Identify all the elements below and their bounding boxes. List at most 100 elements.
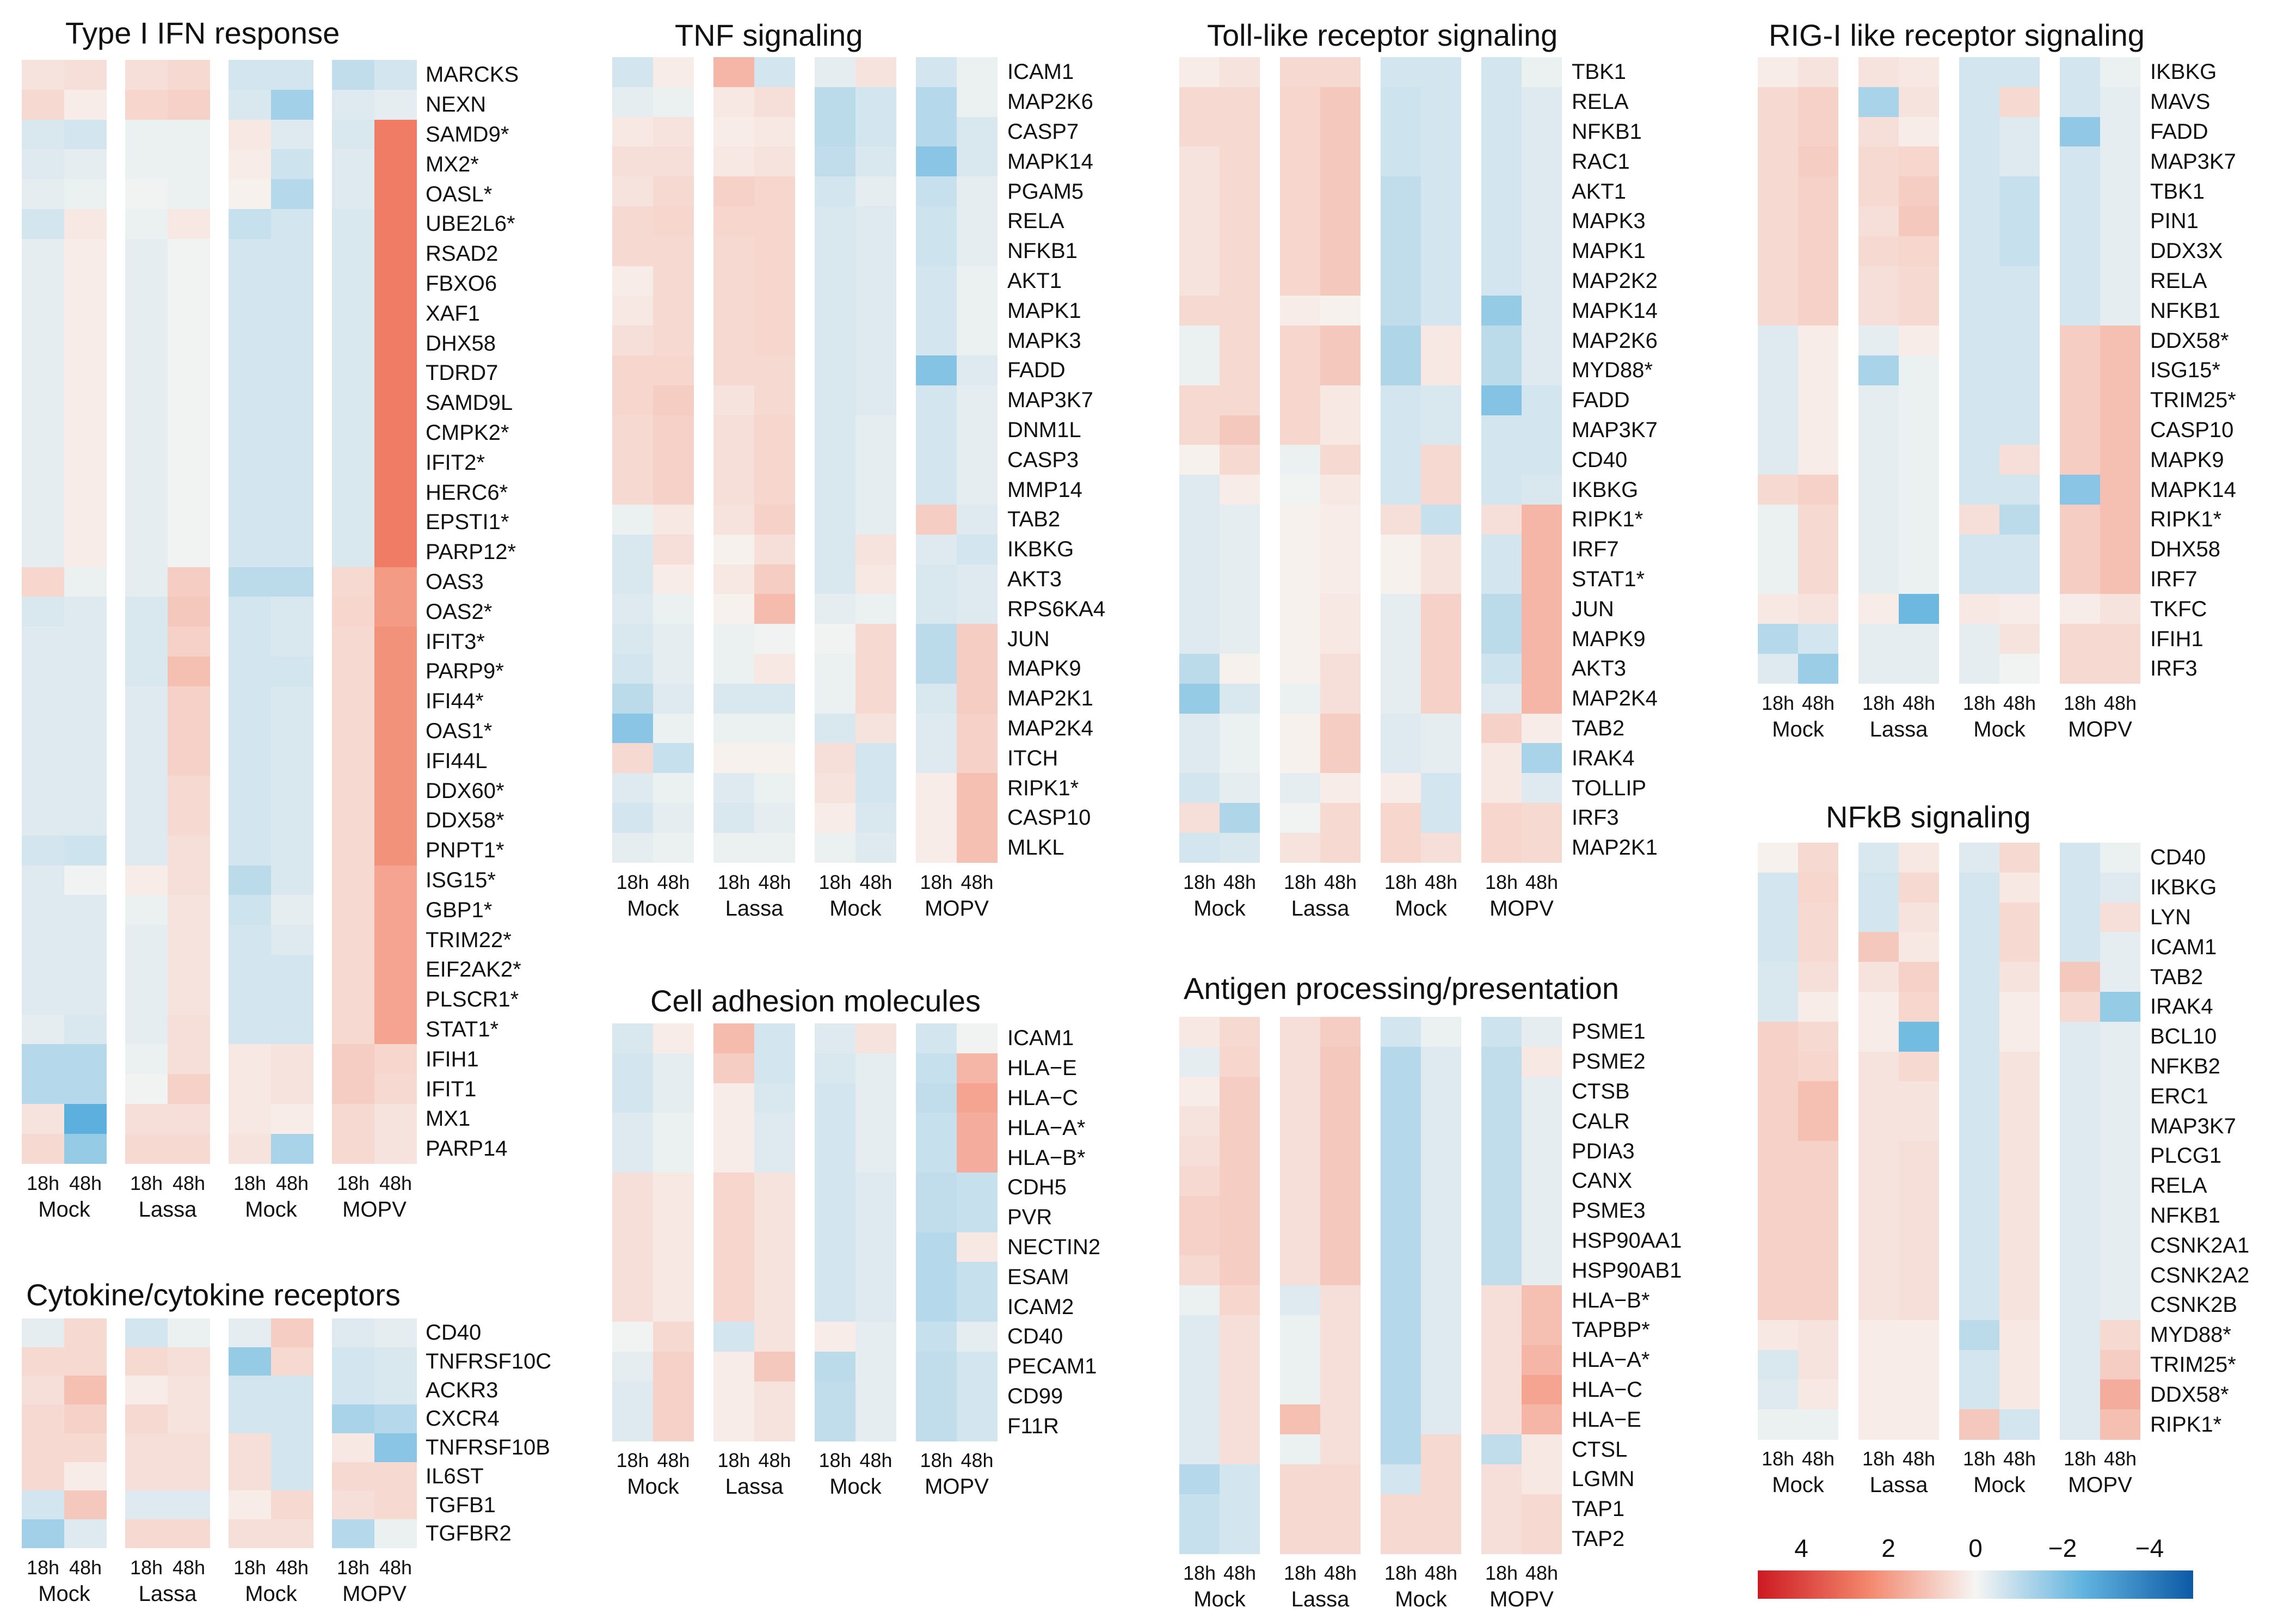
heatmap-cell [168, 447, 210, 478]
group-label: Mock [829, 896, 882, 921]
heatmap-cell [2100, 1290, 2140, 1321]
heatmap-cell [1959, 206, 1999, 237]
heatmap-block-mock [612, 1023, 694, 1441]
heatmap-cell [1858, 654, 1899, 684]
heatmap-cell [1798, 594, 1838, 624]
heatmap-cell [612, 87, 653, 118]
heatmap-cell [1421, 1315, 1461, 1346]
heatmap-cell [612, 594, 653, 624]
heatmap-cell [754, 176, 795, 207]
heatmap-cell [754, 445, 795, 475]
heatmap-cell [332, 238, 374, 269]
heatmap-cell [1421, 713, 1461, 744]
heatmap-cell [1758, 385, 1798, 416]
heatmap-cell [1899, 1260, 1939, 1291]
heatmap-cell [916, 1083, 957, 1113]
heatmap-cell [612, 1292, 653, 1322]
heatmap-cell [332, 1376, 374, 1405]
heatmap-cell [125, 179, 168, 210]
heatmap-cell [916, 624, 957, 654]
heatmap-cell [1381, 57, 1421, 88]
heatmap-cell [713, 415, 754, 445]
heatmap-cell [754, 832, 795, 863]
gene-label: IFIH1 [426, 1047, 479, 1071]
heatmap-cell [64, 984, 107, 1015]
heatmap-cell [1858, 57, 1899, 88]
heatmap-cell [1381, 832, 1421, 863]
heatmap-cell [1280, 803, 1320, 833]
heatmap-cell [22, 865, 64, 895]
heatmap-cell [125, 567, 168, 597]
heatmap-cell [1320, 832, 1361, 863]
heatmap-cell [125, 1462, 168, 1491]
timepoint-label: 48h [961, 1449, 994, 1472]
heatmap-cell [1798, 1051, 1838, 1082]
heatmap-cell [22, 686, 64, 717]
gene-label: MAPK9 [2150, 447, 2224, 472]
heatmap-cell [125, 1433, 168, 1463]
heatmap-cell [612, 564, 653, 594]
panel-title: Toll-like receptor signaling [1207, 18, 1558, 52]
heatmap-cell [1999, 1349, 2040, 1380]
heatmap-cell [754, 266, 795, 296]
heatmap-cell [1758, 326, 1798, 356]
heatmap-cell [1320, 415, 1361, 445]
heatmap-cell [1381, 1046, 1421, 1077]
heatmap-cell [1758, 116, 1798, 147]
heatmap-cell [168, 925, 210, 955]
gene-label: TGFBR2 [426, 1521, 512, 1546]
heatmap-cell [855, 1053, 896, 1084]
heatmap-cell [1758, 57, 1798, 88]
gene-label: SAMD9L [426, 391, 513, 415]
heatmap-cell [1758, 534, 1798, 565]
heatmap-cell [125, 1490, 168, 1520]
heatmap-cell [22, 1044, 64, 1075]
heatmap-cell [1522, 146, 1562, 177]
heatmap-cell [168, 776, 210, 806]
heatmap-cell [374, 1404, 417, 1434]
heatmap-cell [2100, 534, 2140, 565]
heatmap-cell [271, 627, 313, 657]
heatmap-cell [713, 803, 754, 833]
gene-label: TNFRSF10C [426, 1349, 552, 1374]
heatmap-cell [754, 803, 795, 833]
heatmap-cell [22, 597, 64, 627]
timepoint-label: 48h [961, 870, 994, 893]
heatmap-cell [64, 119, 107, 150]
heatmap-cell [1999, 326, 2040, 356]
heatmap-cell [1179, 1166, 1220, 1196]
heatmap-cell [916, 654, 957, 684]
gene-label: TAPBP* [1572, 1318, 1650, 1342]
heatmap-cell [815, 116, 855, 147]
gene-label: MAP2K1 [1572, 836, 1658, 860]
gene-label: MLKL [1007, 836, 1064, 860]
heatmap-cell [271, 567, 313, 597]
heatmap-cell [1959, 57, 1999, 88]
heatmap-cell [1522, 1345, 1562, 1376]
timepoint-label: 48h [859, 1449, 892, 1472]
heatmap-cell [612, 445, 653, 475]
heatmap-cell [1381, 1076, 1421, 1107]
heatmap-cell [653, 415, 694, 445]
heatmap-cell [1421, 1524, 1461, 1554]
heatmap-cell [64, 268, 107, 299]
heatmap-cell [1179, 803, 1220, 833]
heatmap-cell [1481, 355, 1522, 386]
timepoint-label: 48h [1324, 1562, 1357, 1585]
heatmap-cell [2060, 1111, 2100, 1142]
gene-label: NFKB1 [2150, 1204, 2220, 1228]
heatmap-cell [1381, 385, 1421, 416]
heatmap-cell [1320, 683, 1361, 714]
heatmap-cell [1481, 1046, 1522, 1077]
heatmap-cell [2100, 57, 2140, 88]
heatmap-cell [1421, 505, 1461, 535]
timepoint-label: 18h [1183, 1562, 1216, 1585]
heatmap-cell [612, 1262, 653, 1292]
heatmap-cell [64, 1044, 107, 1075]
heatmap-cell [1758, 505, 1798, 535]
panel-title: Cell adhesion molecules [650, 984, 981, 1018]
heatmap-cell [1179, 1524, 1220, 1554]
gene-label: PLCG1 [2150, 1144, 2222, 1168]
heatmap-cell [1481, 385, 1522, 416]
heatmap-cell [1758, 146, 1798, 177]
